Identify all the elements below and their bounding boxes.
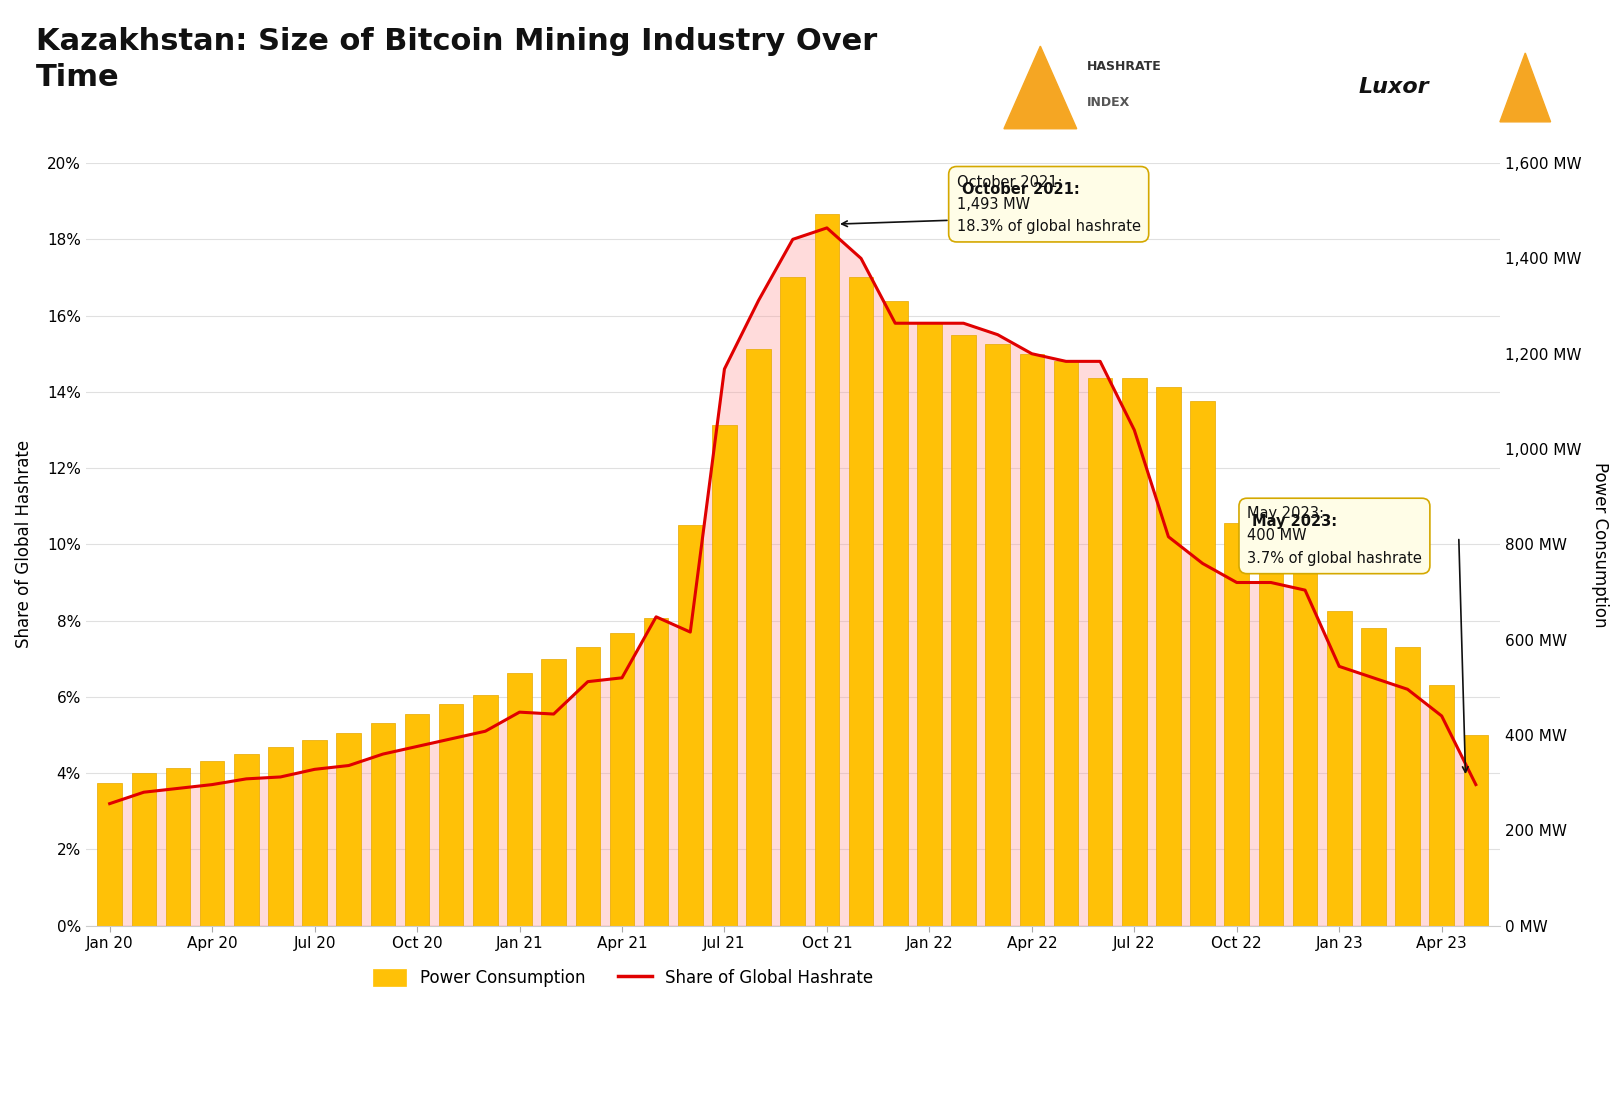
Bar bbox=[506, 673, 531, 926]
Bar bbox=[1462, 734, 1487, 926]
Bar bbox=[1190, 401, 1214, 926]
Text: October 2021:
1,493 MW
18.3% of global hashrate: October 2021: 1,493 MW 18.3% of global h… bbox=[956, 175, 1139, 234]
Bar bbox=[1019, 354, 1044, 926]
Bar bbox=[1292, 571, 1316, 926]
Bar bbox=[815, 214, 839, 926]
Bar bbox=[472, 694, 497, 926]
Polygon shape bbox=[1003, 46, 1076, 129]
Text: May 2023:: May 2023: bbox=[1251, 514, 1336, 529]
Bar bbox=[438, 704, 463, 926]
Text: HASHRATE: HASHRATE bbox=[1086, 60, 1160, 73]
Bar bbox=[1428, 685, 1453, 926]
Bar bbox=[1053, 361, 1078, 926]
Bar bbox=[849, 278, 873, 926]
Bar bbox=[166, 768, 190, 926]
Bar bbox=[1121, 377, 1146, 926]
Bar bbox=[302, 740, 326, 926]
Bar bbox=[200, 761, 224, 926]
Bar bbox=[951, 334, 975, 926]
Y-axis label: Share of Global Hashrate: Share of Global Hashrate bbox=[15, 440, 32, 648]
Bar bbox=[917, 322, 941, 926]
Bar bbox=[234, 754, 258, 926]
Bar bbox=[712, 425, 737, 926]
Bar bbox=[268, 747, 292, 926]
Bar bbox=[404, 714, 428, 926]
Text: Kazakhstan: Size of Bitcoin Mining Industry Over
Time: Kazakhstan: Size of Bitcoin Mining Indus… bbox=[36, 27, 876, 92]
Y-axis label: Power Consumption: Power Consumption bbox=[1591, 461, 1608, 627]
Bar bbox=[1224, 522, 1248, 926]
Bar bbox=[609, 633, 635, 926]
Bar bbox=[336, 732, 360, 926]
Bar bbox=[1326, 611, 1350, 926]
Bar bbox=[985, 344, 1010, 926]
Bar bbox=[1087, 377, 1112, 926]
Polygon shape bbox=[1500, 52, 1550, 121]
Bar bbox=[643, 619, 669, 926]
Bar bbox=[131, 773, 156, 926]
Text: INDEX: INDEX bbox=[1086, 96, 1130, 109]
Text: Luxor: Luxor bbox=[1358, 78, 1428, 97]
Bar bbox=[1360, 627, 1384, 926]
Bar bbox=[677, 526, 703, 926]
Bar bbox=[97, 783, 122, 926]
Bar bbox=[1394, 647, 1419, 926]
Bar bbox=[883, 302, 907, 926]
Text: May 2023:
400 MW
3.7% of global hashrate: May 2023: 400 MW 3.7% of global hashrate bbox=[1246, 506, 1422, 566]
Bar bbox=[781, 278, 805, 926]
Bar bbox=[370, 724, 394, 926]
Bar bbox=[575, 647, 601, 926]
Legend: Power Consumption, Share of Global Hashrate: Power Consumption, Share of Global Hashr… bbox=[367, 962, 880, 994]
Bar bbox=[540, 659, 565, 926]
Bar bbox=[747, 349, 771, 926]
Bar bbox=[1258, 552, 1282, 926]
Text: October 2021:: October 2021: bbox=[961, 183, 1079, 197]
Bar bbox=[1156, 387, 1180, 926]
